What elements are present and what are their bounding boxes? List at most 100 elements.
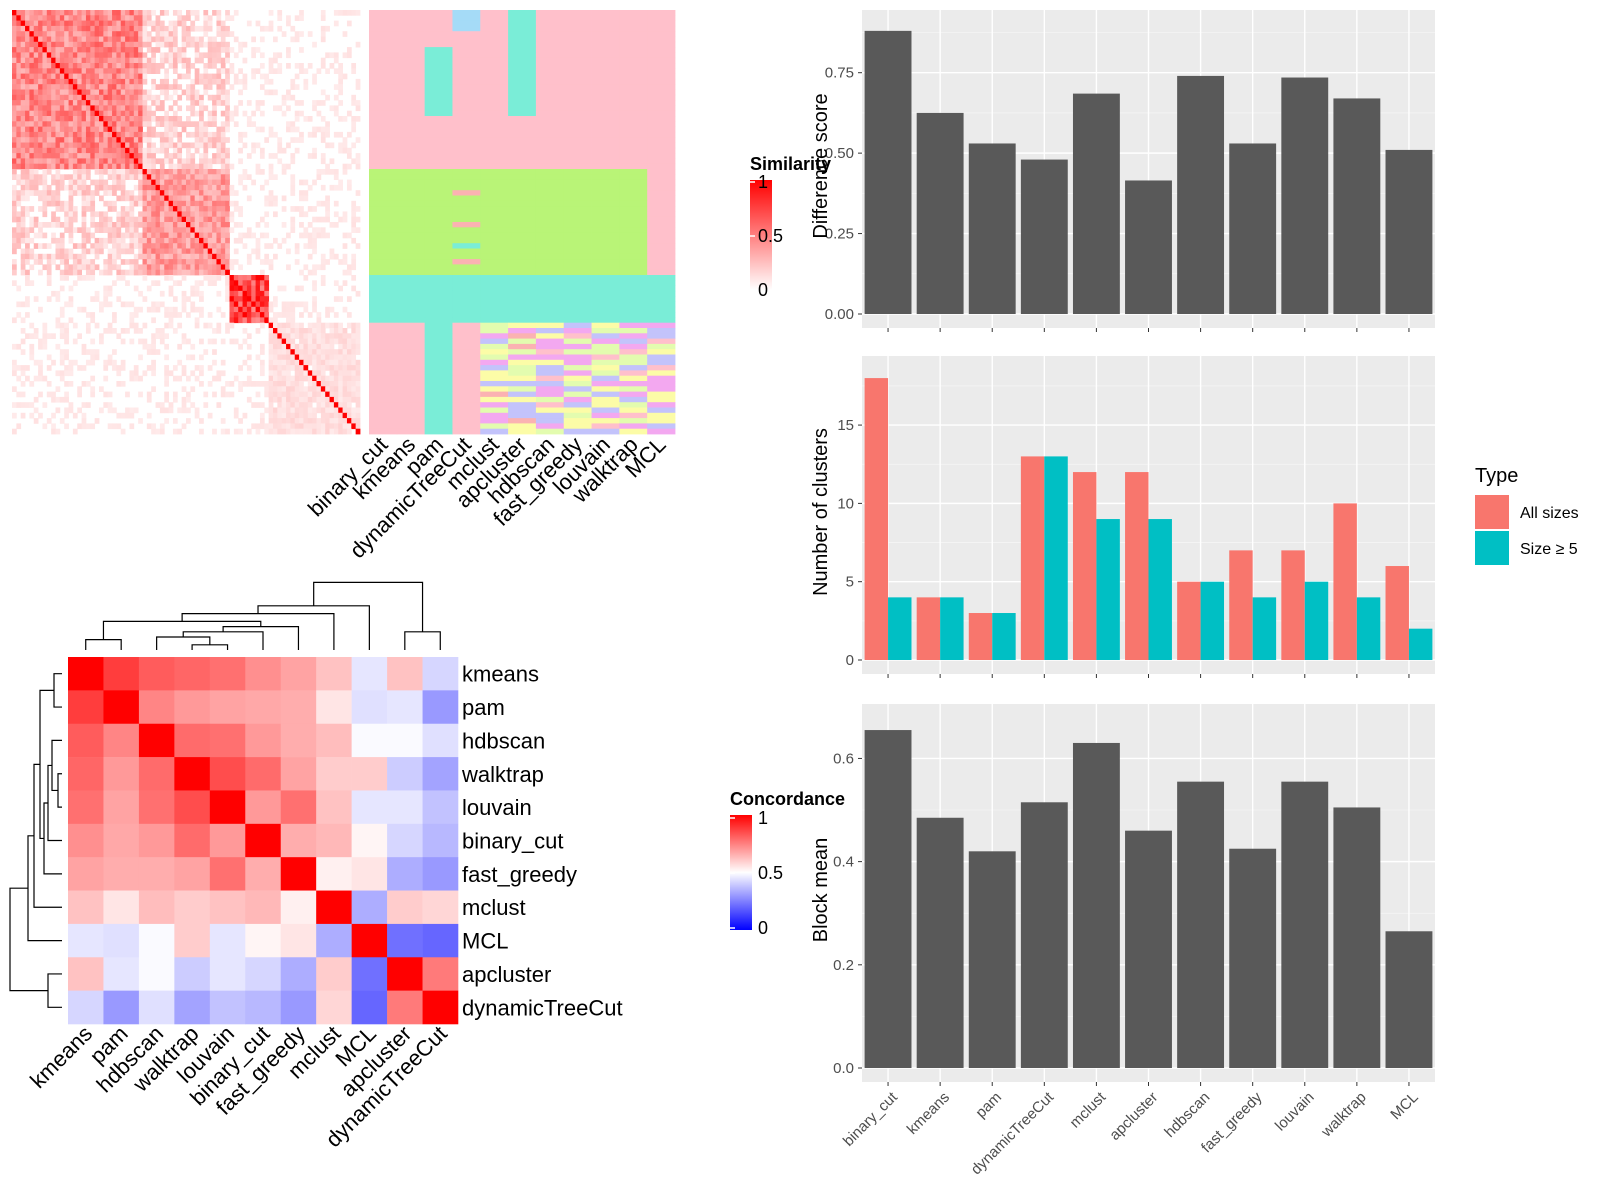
similarity-cell bbox=[68, 158, 74, 165]
similarity-cell bbox=[277, 391, 283, 398]
similarity-cell bbox=[177, 184, 183, 191]
similarity-cell bbox=[138, 47, 143, 53]
similarity-cell bbox=[120, 84, 126, 90]
similarity-cell bbox=[303, 412, 309, 419]
similarity-cell bbox=[238, 343, 243, 350]
cluster-cell bbox=[424, 349, 453, 355]
similarity-cell bbox=[51, 131, 56, 138]
similarity-cell bbox=[307, 391, 313, 398]
similarity-cell bbox=[299, 391, 304, 398]
similarity-cell bbox=[16, 391, 22, 398]
similarity-cell bbox=[164, 418, 169, 424]
similarity-cell bbox=[168, 216, 174, 223]
similarity-cell bbox=[181, 232, 187, 239]
cluster-cell bbox=[508, 227, 537, 233]
similarity-cell bbox=[329, 402, 335, 408]
similarity-cell bbox=[94, 73, 100, 80]
similarity-cell bbox=[286, 354, 291, 361]
similarity-cell bbox=[203, 184, 209, 191]
similarity-cell bbox=[225, 147, 230, 154]
similarity-cell bbox=[251, 275, 256, 281]
similarity-cell bbox=[346, 322, 352, 329]
similarity-cell bbox=[20, 47, 26, 53]
cluster-cell bbox=[369, 275, 398, 281]
similarity-cell bbox=[246, 317, 252, 324]
similarity-cell bbox=[133, 253, 139, 260]
similarity-cell bbox=[268, 78, 274, 85]
similarity-cell bbox=[329, 338, 335, 345]
similarity-cell bbox=[68, 47, 74, 53]
similarity-cell bbox=[251, 142, 256, 149]
similarity-cell bbox=[120, 248, 126, 255]
similarity-cell bbox=[81, 195, 87, 202]
similarity-cell bbox=[77, 10, 82, 16]
similarity-cell bbox=[307, 63, 313, 69]
similarity-cell bbox=[194, 147, 200, 154]
similarity-cell bbox=[225, 153, 230, 159]
similarity-cell bbox=[190, 153, 196, 159]
similarity-cell bbox=[164, 94, 169, 101]
similarity-cell bbox=[25, 158, 30, 165]
cluster-cell bbox=[563, 285, 592, 292]
similarity-cell bbox=[85, 195, 91, 202]
similarity-cell bbox=[107, 423, 113, 430]
similarity-cell bbox=[307, 386, 313, 392]
similarity-cell bbox=[129, 20, 135, 27]
similarity-cell bbox=[246, 312, 252, 318]
similarity-cell bbox=[64, 36, 69, 43]
row-label: hdbscan bbox=[462, 728, 545, 753]
similarity-cell bbox=[194, 253, 200, 260]
cluster-cell bbox=[619, 259, 648, 265]
cluster-cell bbox=[535, 158, 565, 165]
similarity-cell bbox=[138, 137, 143, 143]
cluster-cell bbox=[369, 349, 398, 355]
cluster-cell bbox=[396, 343, 426, 350]
similarity-cell bbox=[159, 105, 165, 112]
cluster-cell bbox=[396, 222, 426, 228]
similarity-cell bbox=[264, 275, 270, 281]
similarity-cell bbox=[155, 211, 161, 218]
similarity-cell bbox=[220, 248, 226, 255]
cluster-assignment-heatmap bbox=[369, 10, 676, 435]
similarity-cell bbox=[220, 68, 226, 74]
similarity-cell bbox=[238, 301, 243, 308]
similarity-cell bbox=[351, 142, 357, 149]
similarity-cell bbox=[164, 232, 169, 239]
similarity-cell bbox=[312, 418, 317, 424]
similarity-cell bbox=[55, 73, 61, 80]
similarity-cell bbox=[85, 121, 91, 127]
cluster-cell bbox=[647, 428, 676, 435]
similarity-cell bbox=[81, 381, 87, 387]
cluster-cell bbox=[535, 174, 565, 180]
cluster-cell bbox=[535, 153, 565, 159]
cluster-cell bbox=[369, 100, 398, 106]
similarity-cell bbox=[164, 41, 169, 48]
cluster-cell bbox=[452, 301, 481, 308]
similarity-cell bbox=[103, 100, 109, 106]
similarity-cell bbox=[299, 68, 304, 74]
similarity-cell bbox=[172, 163, 178, 170]
similarity-cell bbox=[125, 158, 130, 165]
similarity-cell bbox=[181, 243, 187, 249]
concordance-cell bbox=[351, 657, 388, 691]
similarity-cell bbox=[46, 68, 52, 74]
similarity-cell bbox=[16, 301, 22, 308]
similarity-cell bbox=[151, 280, 156, 286]
similarity-cell bbox=[246, 381, 252, 387]
similarity-cell bbox=[20, 52, 26, 59]
similarity-cell bbox=[303, 211, 309, 218]
similarity-cell bbox=[33, 375, 39, 382]
similarity-cell bbox=[133, 47, 139, 53]
similarity-cell bbox=[25, 10, 30, 16]
similarity-cell bbox=[355, 407, 361, 414]
similarity-cell bbox=[320, 375, 326, 382]
cluster-cell bbox=[535, 142, 565, 149]
cluster-cell bbox=[508, 41, 537, 48]
similarity-cell bbox=[90, 137, 96, 143]
similarity-cell bbox=[142, 10, 148, 16]
similarity-cell bbox=[151, 78, 156, 85]
similarity-cell bbox=[355, 370, 361, 377]
similarity-cell bbox=[33, 396, 39, 403]
similarity-cell bbox=[120, 100, 126, 106]
similarity-cell bbox=[181, 402, 187, 408]
